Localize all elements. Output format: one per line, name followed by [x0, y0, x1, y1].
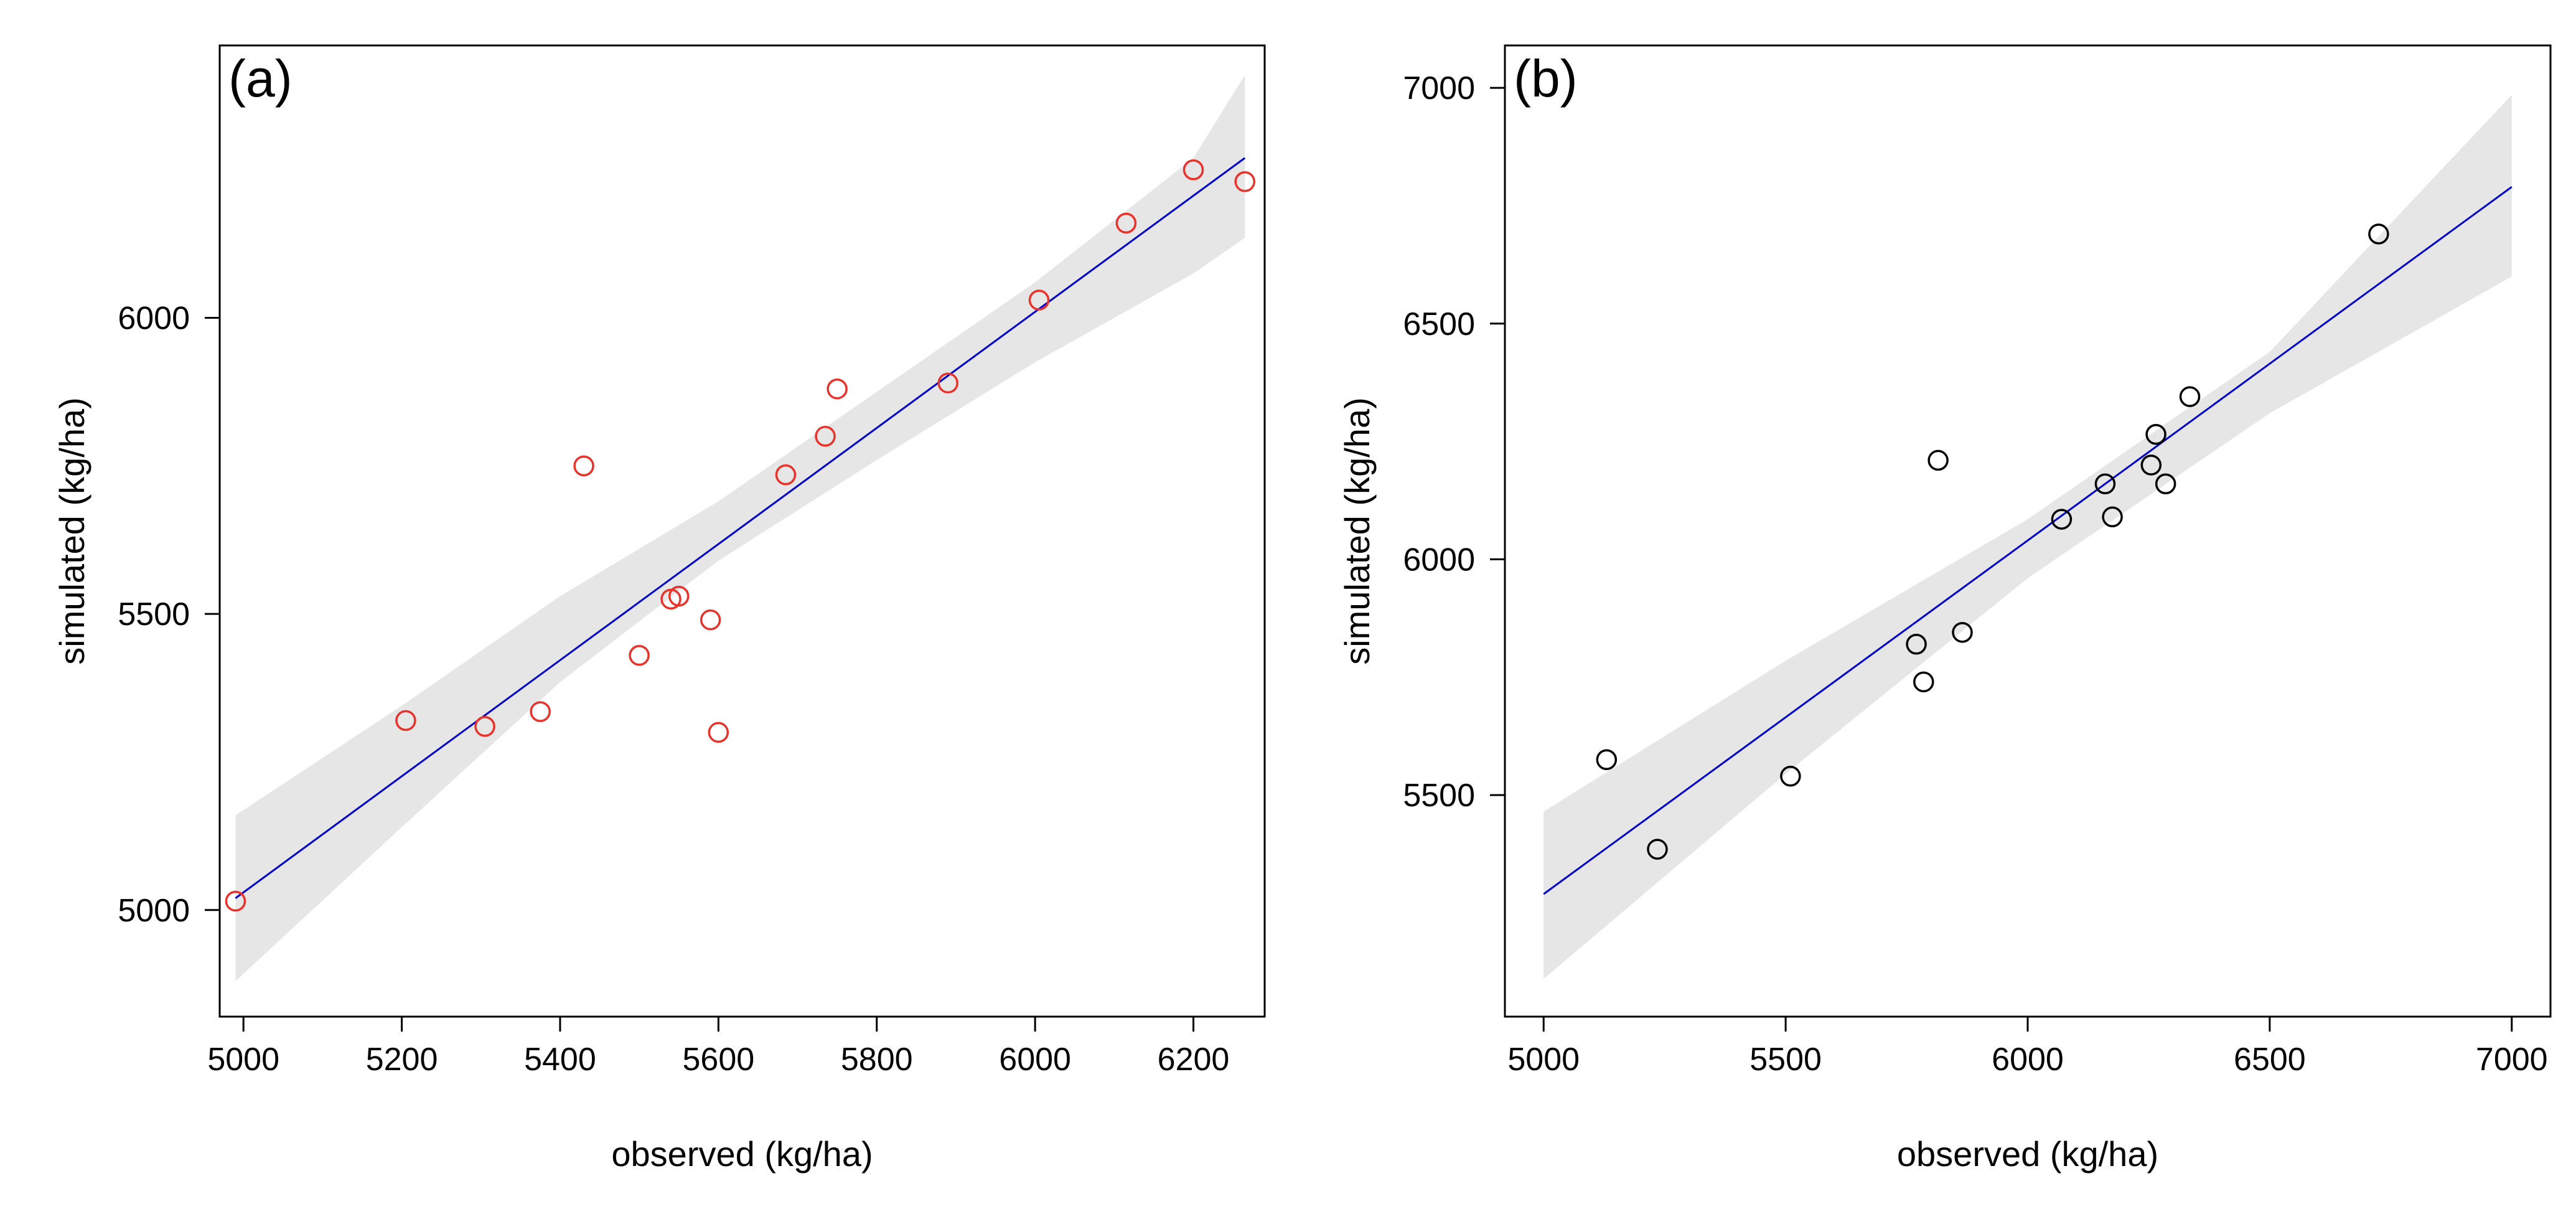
- data-point-b-5: [1913, 671, 1934, 693]
- data-point-a-18: [1234, 171, 1255, 192]
- panel-label-b: (b): [1514, 49, 1578, 108]
- data-point-b-15: [2368, 223, 2389, 245]
- x-tick-label-a-5200: 5200: [366, 1042, 438, 1078]
- data-point-b-10: [2102, 506, 2123, 528]
- x-tick-label-a-5000: 5000: [207, 1042, 279, 1078]
- data-point-a-3: [474, 716, 495, 737]
- data-point-b-11: [2140, 454, 2162, 476]
- data-point-b-7: [1952, 622, 1973, 643]
- x-axis-title-a: observed (kg/ha): [611, 1134, 873, 1174]
- data-point-a-15: [1028, 289, 1050, 311]
- fit-line-b: [1543, 186, 2513, 895]
- y-tick-label-a-5500: 5500: [118, 596, 190, 633]
- data-point-b-1: [1596, 749, 1618, 771]
- x-tick-label-b-6000: 6000: [1992, 1042, 2064, 1078]
- data-point-a-4: [530, 701, 551, 722]
- data-point-b-13: [2155, 473, 2176, 495]
- x-tick-label-a-5400: 5400: [524, 1042, 596, 1078]
- x-tick-label-b-5000: 5000: [1507, 1042, 1580, 1078]
- x-tick-label-b-7000: 7000: [2476, 1042, 2548, 1078]
- data-point-b-14: [2179, 386, 2201, 407]
- y-tick-label-a-5000: 5000: [118, 893, 190, 929]
- data-point-a-1: [225, 890, 246, 912]
- confidence-band-b: [1543, 95, 2512, 979]
- y-tick-label-a-6000: 6000: [118, 301, 190, 337]
- data-point-b-3: [1780, 766, 1801, 787]
- y-tick-label-b-6500: 6500: [1403, 306, 1475, 342]
- data-point-a-9: [700, 609, 721, 631]
- data-point-a-10: [708, 722, 729, 743]
- x-tick-label-a-5600: 5600: [682, 1042, 754, 1078]
- data-point-b-12: [2145, 424, 2166, 445]
- x-tick-label-a-6200: 6200: [1158, 1042, 1230, 1078]
- x-tick-label-b-6500: 6500: [2234, 1042, 2306, 1078]
- y-tick-label-b-7000: 7000: [1403, 70, 1475, 106]
- panel-b: 5000 5500 6000 6500 7000 5500 6000 6500 7000 obse…: [1337, 44, 2552, 1174]
- y-axis-title-a: simulated (kg/ha): [52, 397, 91, 665]
- data-point-b-9: [2094, 473, 2116, 495]
- y-axis-title-b: simulated (kg/ha): [1337, 397, 1377, 665]
- x-tick-label-a-6000: 6000: [999, 1042, 1071, 1078]
- x-tick-label-b-5500: 5500: [1749, 1042, 1822, 1078]
- data-point-a-5: [573, 455, 594, 477]
- data-point-a-13: [827, 378, 848, 400]
- data-point-a-16: [1115, 212, 1137, 234]
- panel-label-a: (a): [228, 49, 293, 108]
- panel-a: 5000 5200 5400 5600 5800 6000 6200 5000 5500 6000…: [52, 44, 1266, 1174]
- data-point-a-11: [775, 464, 797, 486]
- data-point-b-8: [2051, 509, 2073, 530]
- data-point-a-14: [937, 372, 958, 393]
- data-point-a-12: [815, 426, 836, 447]
- x-tick-label-a-5800: 5800: [841, 1042, 913, 1078]
- data-point-b-2: [1647, 839, 1668, 860]
- y-tick-label-b-5500: 5500: [1403, 778, 1475, 814]
- data-point-b-6: [1927, 449, 1949, 471]
- data-point-a-6: [629, 645, 650, 666]
- x-axis-title-b: observed (kg/ha): [1897, 1134, 2158, 1174]
- data-point-a-8: [668, 585, 690, 607]
- data-point-a-17: [1183, 159, 1204, 181]
- data-point-a-2: [395, 710, 416, 732]
- y-tick-label-b-6000: 6000: [1403, 542, 1475, 578]
- fit-line-a: [235, 157, 1246, 899]
- data-point-b-4: [1906, 633, 1927, 655]
